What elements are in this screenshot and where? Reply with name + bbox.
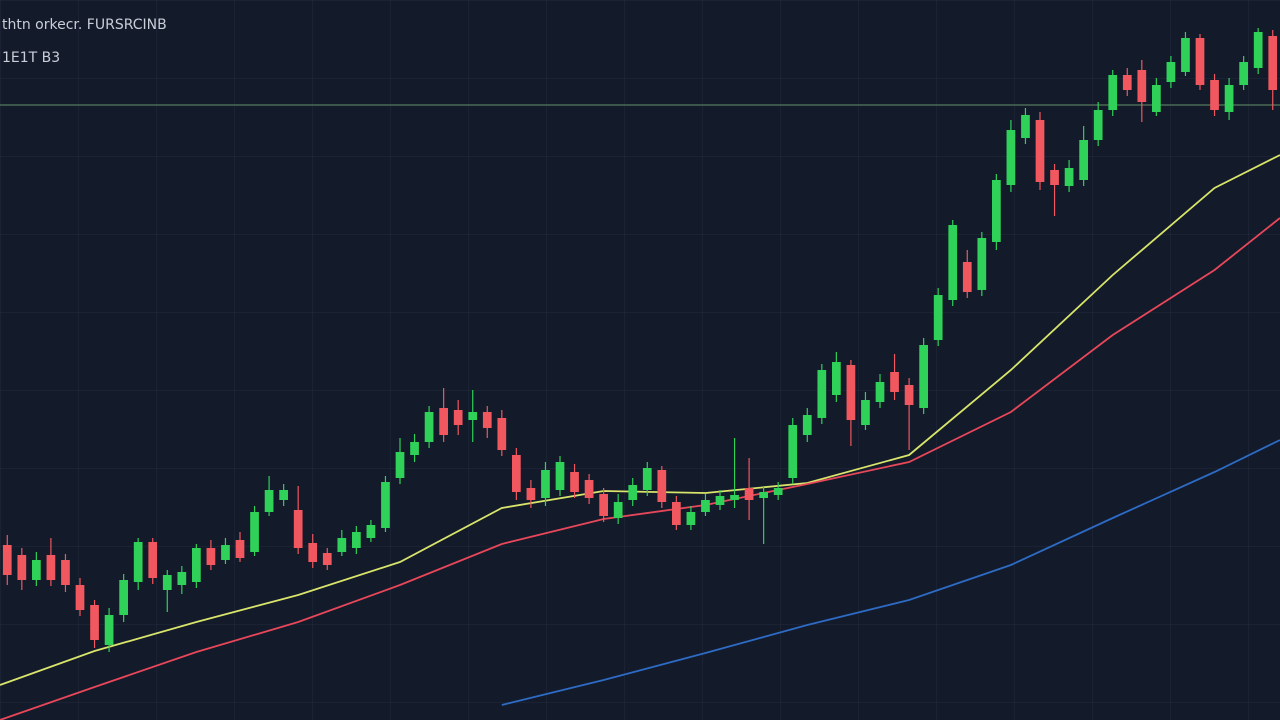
candle-body <box>308 543 318 562</box>
candle-body <box>686 512 696 525</box>
candle-body <box>672 502 681 525</box>
candle-body <box>1195 38 1205 85</box>
candle-body <box>1006 130 1016 185</box>
candle-body <box>817 370 827 418</box>
candle-body <box>1224 85 1234 112</box>
candle-body <box>977 238 987 290</box>
candle-body <box>1210 80 1219 110</box>
candle-body <box>104 615 114 645</box>
candle-body <box>846 365 856 420</box>
candle-body <box>730 495 739 500</box>
candle-body <box>177 572 187 585</box>
candle-body <box>235 540 245 558</box>
candle-body <box>1079 140 1088 180</box>
candle-body <box>715 496 725 505</box>
candle-body <box>744 488 754 500</box>
candle-body <box>497 418 507 450</box>
candle-body <box>1093 110 1103 140</box>
moving-average-line <box>0 154 1280 686</box>
candle-body <box>395 452 405 478</box>
candle-body <box>526 488 536 500</box>
candle-body <box>1050 170 1059 185</box>
candle-body <box>788 425 798 478</box>
candle-body <box>17 555 27 580</box>
candle-body <box>759 492 768 498</box>
candle-body <box>1122 75 1132 90</box>
candle-body <box>642 468 652 490</box>
candle-body <box>570 472 579 492</box>
candle-body <box>61 560 70 585</box>
candle-body <box>657 470 667 502</box>
candle-body <box>439 408 448 435</box>
candle-body <box>133 542 143 582</box>
candle-body <box>1166 62 1176 82</box>
candle-body <box>453 410 463 425</box>
candle-body <box>1239 62 1248 85</box>
candle-body <box>250 512 259 552</box>
candle-body <box>322 553 332 565</box>
candle-body <box>162 575 172 590</box>
chart-subtitle: 1E1T B3 <box>2 50 60 66</box>
candle-body <box>1064 168 1074 186</box>
candle-body <box>541 470 550 498</box>
candle-body <box>599 494 608 516</box>
candle-body <box>468 412 478 420</box>
candle-body <box>90 605 99 640</box>
candle-body <box>992 180 1001 242</box>
candle-body <box>701 500 710 512</box>
candle-body <box>875 382 885 402</box>
candle-body <box>2 545 12 575</box>
candle-body <box>584 480 594 498</box>
candle-body <box>555 462 565 490</box>
candle-body <box>933 295 943 340</box>
candle-body <box>381 482 390 528</box>
candle-body <box>32 560 41 580</box>
candle-body <box>337 538 347 552</box>
candle-body <box>424 412 434 442</box>
candle-body <box>1108 75 1118 110</box>
candle-body <box>773 488 783 495</box>
candle-body <box>919 345 928 408</box>
candle-body <box>861 400 870 425</box>
candle-body <box>264 490 274 512</box>
moving-average-line <box>501 439 1280 706</box>
candle-body <box>46 555 56 580</box>
candle-body <box>1181 38 1190 72</box>
moving-average-line <box>0 217 1280 720</box>
candle-body <box>962 262 972 292</box>
candle-body <box>1021 115 1030 138</box>
candle-body <box>1152 85 1161 112</box>
candle-body <box>293 510 303 548</box>
candle-body <box>221 545 230 560</box>
candle-body <box>613 502 623 518</box>
candle-body <box>279 490 288 500</box>
candle-body <box>1137 70 1147 102</box>
candle-body <box>802 415 812 435</box>
candle-body <box>890 372 899 392</box>
candle-body <box>832 362 841 395</box>
candle-body <box>482 412 492 428</box>
candle-body <box>948 225 958 300</box>
candle-body <box>366 525 376 538</box>
candle-body <box>1268 36 1278 90</box>
candle-body <box>1035 120 1045 182</box>
candle-body <box>410 442 419 455</box>
candle-body <box>352 532 361 548</box>
candle-body <box>628 485 638 500</box>
candle-body <box>206 548 216 565</box>
candle-body <box>119 580 128 615</box>
chart-title: thtn orkecr. FURSRCINB <box>2 17 167 33</box>
candle-body <box>75 585 85 610</box>
candle-body <box>1253 32 1263 68</box>
candle-body <box>512 455 521 492</box>
candle-body <box>904 385 914 405</box>
candle-body <box>148 542 158 578</box>
candle-body <box>192 548 201 582</box>
